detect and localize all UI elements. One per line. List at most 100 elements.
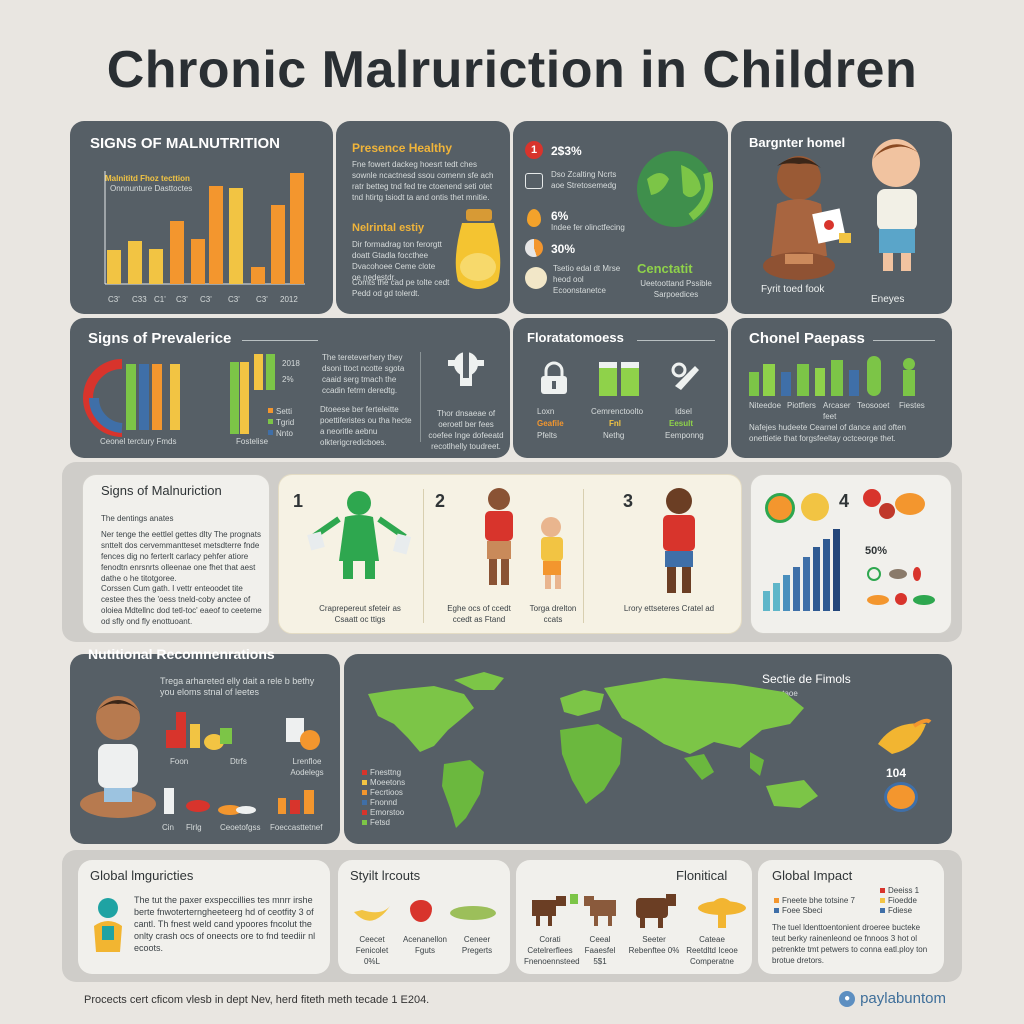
pie-icon [525, 239, 543, 257]
leaf-icon [450, 906, 496, 920]
legend-swatch [268, 419, 273, 424]
x-tick: C3' [176, 295, 188, 304]
legend-item: Fnesttng [370, 768, 402, 777]
legend-item: 2% [282, 375, 294, 384]
globe-title: Cenctatit [637, 261, 693, 276]
legend-item: Fnonnd [370, 798, 398, 807]
legend-item: Fetsd [370, 818, 391, 827]
panel-heading: Styilt lrcouts [350, 868, 421, 883]
step-caption: Craprepereut sfeteir as [319, 604, 401, 613]
panel-heading: Sectie de Fimols [762, 672, 851, 686]
plant-label: Teosooet [857, 401, 890, 410]
legend-item: Fdiese [888, 906, 913, 915]
plant-label: Piotflers [787, 401, 816, 410]
lemon-icon [801, 493, 829, 521]
brand-logo[interactable]: ● paylabuntom [839, 990, 946, 1007]
dash-icon [525, 173, 543, 189]
nutritional-recommendations-panel: Trega arhareted elly dait a rele b bethy… [70, 654, 340, 844]
legend-small: Setti [276, 407, 293, 416]
food-icon [525, 267, 547, 289]
child-figure-icon [307, 491, 412, 579]
column-label: Eesult [669, 419, 694, 428]
stat-value: 2$3% [551, 144, 582, 158]
veggie-icon [895, 593, 907, 605]
stacked-bars-chart [230, 354, 275, 434]
stat-text: Dso Zcalting Ncrts aoe Stretosemedg [551, 170, 617, 190]
bar [128, 241, 142, 284]
legend-small: Nnto [276, 429, 293, 438]
signs-malnutrition-chart-panel: SIGNS OF MALNUTRITION Malnititd Fhoz tec… [70, 121, 333, 314]
column-label: Loxn [537, 407, 555, 416]
step-number: 2 [435, 491, 446, 511]
step-caption: Eghe ocs of ccedt ccedt as Ftand [447, 604, 511, 624]
footer-note: Procects cert cficom vlesb in dept Nev, … [84, 994, 430, 1006]
panel-heading: Global Impact [772, 868, 853, 883]
column-label: Cemrenctoolto [591, 407, 644, 416]
styilt-lrcouts-panel: Styilt lrcouts Ceecet Fenicolet 0%L Acen… [338, 860, 510, 974]
column-label: Geafile [537, 419, 564, 428]
berries-icon [879, 503, 895, 519]
banana-icon [354, 906, 390, 921]
step-divider [423, 489, 424, 623]
food-label: Foon [170, 757, 189, 766]
veggie-icon [867, 595, 889, 605]
stat-text: Tsetio edal dt Mrse heod ool Ecoonstanet… [553, 264, 621, 295]
legend-swatch [880, 898, 885, 903]
item-caption: Ceecet Fenicolet 0%L [355, 935, 389, 966]
chonel-paepass-panel: Chonel Paepass Niteedoe Piotflers Arcase… [731, 318, 952, 458]
panel-heading: Bargnter homel [749, 135, 846, 150]
panel-text: Corssen Cum gath. I vettr enteoodet tite… [101, 584, 262, 626]
item-caption: Cateae Reetdltd Iceoe Comperatne [686, 935, 738, 966]
food-label: Flrlg [186, 823, 202, 832]
legend-swatch [362, 780, 367, 785]
veggie-icon [889, 569, 907, 579]
bar [229, 188, 243, 284]
panel-text: The tuel ldenttoentonient droeree buctek… [772, 923, 928, 965]
plant-label: Arcaser feet [823, 401, 851, 421]
food-label: Dtrfs [230, 757, 247, 766]
panel-text: Nafejes hudeete Cearnel of dance and oft… [749, 423, 907, 443]
stat-value: 6% [551, 209, 569, 223]
livestock-icons [532, 894, 746, 928]
droplet-icon [527, 209, 541, 227]
item-caption: Ceneer Pregerts [461, 935, 493, 955]
legend-swatch [362, 790, 367, 795]
panel-text: Dtoeese ber ferteleitte poettiferistes o… [320, 405, 412, 447]
veggie-icon [867, 567, 881, 581]
world-map-panel: Sectie de Fimols Pacetaoe Fnesttng Moeet… [344, 654, 952, 844]
step-caption: Lrory ettseteres Cratel ad [623, 604, 715, 613]
globe-small-icon [884, 782, 918, 812]
step-number: 1 [293, 491, 304, 511]
legend-swatch [268, 408, 273, 413]
panel-subtext-2: Comts the cad pe tolte cedt Pedd od gd t… [352, 278, 450, 298]
legend-item: Foee Sbeci [782, 906, 823, 915]
food-items-icons [164, 712, 320, 815]
growth-bar-chart [763, 529, 840, 611]
strawberry-icon [410, 900, 432, 922]
legend-item: Fneete bhe totsine 7 [782, 896, 855, 905]
bar [170, 221, 184, 284]
bar [191, 239, 205, 284]
legend-swatch [362, 820, 367, 825]
legend-swatch [880, 908, 885, 913]
lock-icon [541, 361, 567, 394]
panel-heading: Chonel Paepass [749, 330, 865, 347]
x-tick: C3' [200, 295, 212, 304]
veggie-icon [913, 567, 921, 581]
globe-icon [637, 151, 713, 227]
panel-text: Thor dnsaeae of oeroetl ber fees coefee … [428, 409, 504, 451]
x-tick: C33 [132, 295, 147, 304]
item-caption: Ceeal Faaesfel 5$1 [584, 935, 616, 966]
heading-rule [637, 340, 715, 341]
bar [149, 249, 163, 284]
seated-child-illustration [80, 696, 156, 818]
bar [290, 173, 304, 284]
panel-text: Fne fowert dackeg hoesrt tedt ches sownl… [352, 160, 494, 202]
column-label: Eemponng [665, 431, 704, 440]
column-label: Pfelts [537, 431, 558, 440]
floratatomoess-panel: Floratatomoess Loxn Geafile Pfelts Cemre… [513, 318, 728, 458]
chart-caption: Fostelise [236, 437, 269, 446]
nutrition-growth-panel: 4 50% [750, 474, 952, 634]
panel-subheading: Nelrintal estiy [352, 222, 425, 234]
signs-malnuriction-text-panel: Signs of Malnuriction The dentings anate… [82, 474, 270, 634]
